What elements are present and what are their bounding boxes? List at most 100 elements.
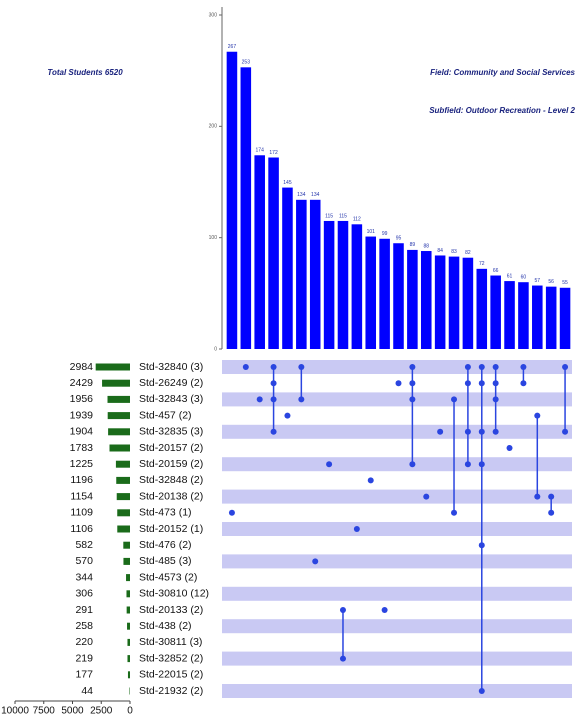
set-bar [123, 557, 130, 565]
set-bar [117, 509, 130, 517]
membership-dot [451, 509, 458, 516]
set-bar [95, 363, 130, 371]
bar [254, 155, 265, 349]
set-bar [127, 671, 130, 679]
bar-value-label: 61 [507, 273, 513, 279]
membership-dot [520, 364, 527, 370]
bar [420, 251, 432, 349]
set-size-label: 291 [75, 604, 93, 616]
chart-annotation: Subfield: Outdoor Recreation - Level 2 [429, 106, 575, 115]
bar [282, 187, 293, 349]
chart-subtitle: Field: Community and Social Services [430, 68, 575, 77]
membership-dot [520, 380, 527, 387]
set-name: Std-20152 (1) [139, 523, 203, 535]
bar [323, 220, 335, 349]
membership-dot [478, 380, 485, 387]
set-name: Std-4573 (2) [139, 571, 197, 583]
set-bar [127, 655, 130, 663]
x-tick-label: 7500 [33, 706, 56, 717]
set-size-label: 1783 [70, 442, 94, 454]
set-name: Std-30811 (3) [139, 636, 202, 648]
set-bar [108, 428, 130, 436]
y-tick-label: 200 [209, 124, 218, 130]
set-size-label: 44 [81, 685, 93, 697]
bar-value-label: 60 [521, 275, 527, 281]
membership-dot [478, 364, 485, 370]
bar-value-label: 88 [423, 243, 429, 249]
row-stripe [222, 684, 572, 698]
bar-value-label: 89 [410, 242, 416, 248]
membership-dot [381, 607, 388, 613]
set-bar [126, 590, 130, 598]
membership-dot [478, 428, 485, 435]
membership-dot [242, 364, 249, 370]
bar [296, 199, 307, 349]
row-stripe [222, 424, 572, 439]
membership-dot [451, 396, 458, 403]
bar [518, 282, 529, 349]
membership-dot [284, 412, 291, 419]
membership-dot [270, 364, 277, 370]
set-size-label: 1225 [70, 458, 94, 470]
set-bar [116, 493, 130, 501]
bar-value-label: 134 [297, 192, 306, 198]
membership-dot [270, 380, 277, 387]
membership-dot [478, 688, 485, 694]
set-bar [107, 395, 130, 403]
bar [462, 257, 474, 349]
membership-dot [256, 396, 263, 403]
set-size-label: 2429 [70, 377, 94, 389]
set-name: Std-485 (3) [139, 555, 192, 567]
set-name: Std-473 (1) [139, 507, 192, 519]
set-name: Std-32840 (3) [139, 361, 203, 373]
bar-value-label: 83 [451, 249, 457, 255]
row-stripe [222, 619, 572, 634]
bar-value-label: 267 [228, 44, 237, 50]
row-stripe [222, 586, 572, 601]
membership-dot [423, 493, 430, 500]
membership-dot [478, 461, 485, 468]
bar-value-label: 134 [311, 192, 320, 198]
membership-dot [464, 364, 471, 370]
bar [476, 268, 488, 349]
bar-value-label: 99 [382, 231, 388, 237]
y-tick-label: 0 [214, 346, 217, 352]
set-bar [109, 444, 130, 452]
y-tick-label: 100 [209, 235, 218, 241]
row-stripe [222, 651, 572, 666]
y-tick-label: 300 [209, 12, 218, 18]
membership-dot [492, 364, 499, 370]
bar-value-label: 174 [256, 148, 265, 154]
set-size-label: 344 [75, 571, 93, 583]
membership-dot [464, 380, 471, 387]
set-bar [102, 379, 130, 387]
bar [407, 249, 418, 349]
chart-title: Total Students 6520 [47, 68, 123, 77]
bar [559, 287, 571, 349]
set-bar [107, 412, 130, 420]
bar-value-label: 112 [353, 217, 361, 223]
bar-value-label: 56 [548, 279, 554, 285]
membership-dot [353, 526, 360, 532]
bar-value-label: 145 [283, 180, 292, 186]
row-stripe [222, 457, 572, 472]
set-size-label: 2984 [70, 361, 94, 373]
membership-dot [562, 428, 569, 435]
bar [365, 236, 377, 349]
x-tick-label: 5000 [61, 706, 84, 717]
set-name: Std-20159 (2) [139, 458, 203, 470]
bar-value-label: 55 [562, 280, 568, 286]
row-stripe [222, 489, 572, 504]
bar [504, 281, 515, 349]
set-bar [115, 460, 130, 468]
membership-dot [548, 493, 555, 500]
membership-dot [298, 364, 305, 370]
bar [490, 275, 501, 349]
set-bar [127, 622, 130, 630]
bar [379, 238, 390, 349]
bar-value-label: 95 [396, 236, 402, 242]
membership-dot [534, 493, 541, 500]
membership-dot [492, 380, 499, 387]
bar-value-label: 115 [339, 213, 347, 219]
membership-dot [228, 509, 235, 516]
